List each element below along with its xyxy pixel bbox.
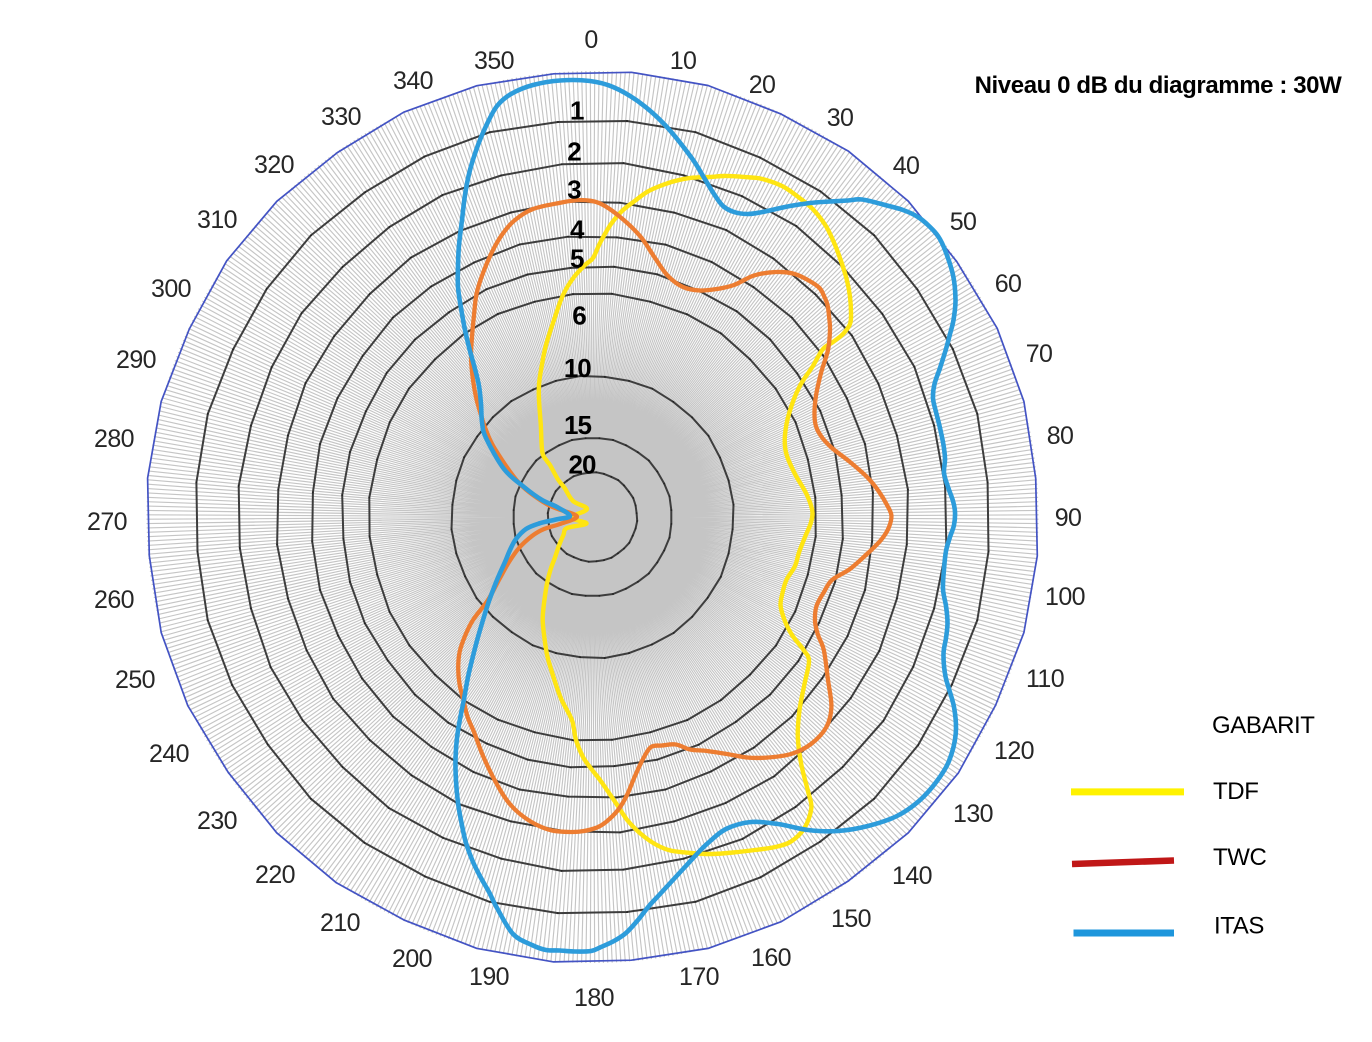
svg-text:260: 260: [94, 586, 134, 614]
svg-text:110: 110: [1026, 665, 1064, 693]
svg-text:TDF: TDF: [1213, 778, 1258, 805]
svg-text:80: 80: [1047, 422, 1074, 450]
svg-text:30: 30: [827, 104, 854, 132]
svg-text:230: 230: [197, 807, 237, 835]
svg-text:15: 15: [564, 410, 591, 440]
svg-text:ITAS: ITAS: [1214, 913, 1264, 940]
svg-text:340: 340: [393, 67, 433, 95]
svg-text:2: 2: [567, 137, 581, 167]
svg-text:GABARIT: GABARIT: [1212, 712, 1315, 739]
svg-text:100: 100: [1045, 583, 1085, 611]
svg-text:350: 350: [474, 47, 514, 75]
svg-text:330: 330: [321, 103, 361, 131]
svg-text:210: 210: [320, 909, 360, 937]
svg-text:250: 250: [115, 666, 155, 694]
svg-text:140: 140: [892, 862, 932, 890]
svg-text:180: 180: [574, 984, 614, 1012]
svg-text:50: 50: [950, 208, 977, 236]
svg-text:130: 130: [953, 800, 993, 828]
svg-text:240: 240: [149, 740, 189, 768]
svg-text:90: 90: [1055, 504, 1082, 532]
svg-text:320: 320: [254, 151, 294, 179]
svg-text:1: 1: [570, 96, 584, 126]
svg-text:170: 170: [679, 963, 719, 991]
svg-text:280: 280: [94, 425, 134, 453]
svg-text:300: 300: [151, 275, 191, 303]
svg-text:190: 190: [469, 963, 509, 991]
svg-text:70: 70: [1026, 340, 1053, 368]
svg-text:6: 6: [572, 301, 586, 331]
svg-text:10: 10: [670, 47, 697, 75]
svg-text:270: 270: [87, 508, 127, 536]
svg-text:150: 150: [831, 905, 871, 933]
svg-text:3: 3: [567, 175, 581, 205]
svg-text:310: 310: [197, 206, 237, 234]
svg-text:Niveau 0 dB du diagramme : 30W: Niveau 0 dB du diagramme : 30W: [975, 72, 1343, 99]
svg-text:10: 10: [564, 353, 591, 383]
svg-text:4: 4: [570, 215, 585, 245]
svg-text:5: 5: [570, 244, 584, 274]
svg-text:290: 290: [116, 346, 156, 374]
svg-text:160: 160: [751, 944, 791, 972]
svg-text:40: 40: [893, 152, 920, 180]
svg-text:0: 0: [584, 26, 597, 54]
svg-text:120: 120: [994, 737, 1034, 765]
svg-text:60: 60: [995, 270, 1022, 298]
svg-text:TWC: TWC: [1213, 844, 1267, 871]
svg-text:220: 220: [255, 861, 295, 889]
svg-text:200: 200: [392, 945, 432, 973]
svg-text:20: 20: [749, 71, 776, 99]
svg-text:20: 20: [569, 450, 596, 480]
